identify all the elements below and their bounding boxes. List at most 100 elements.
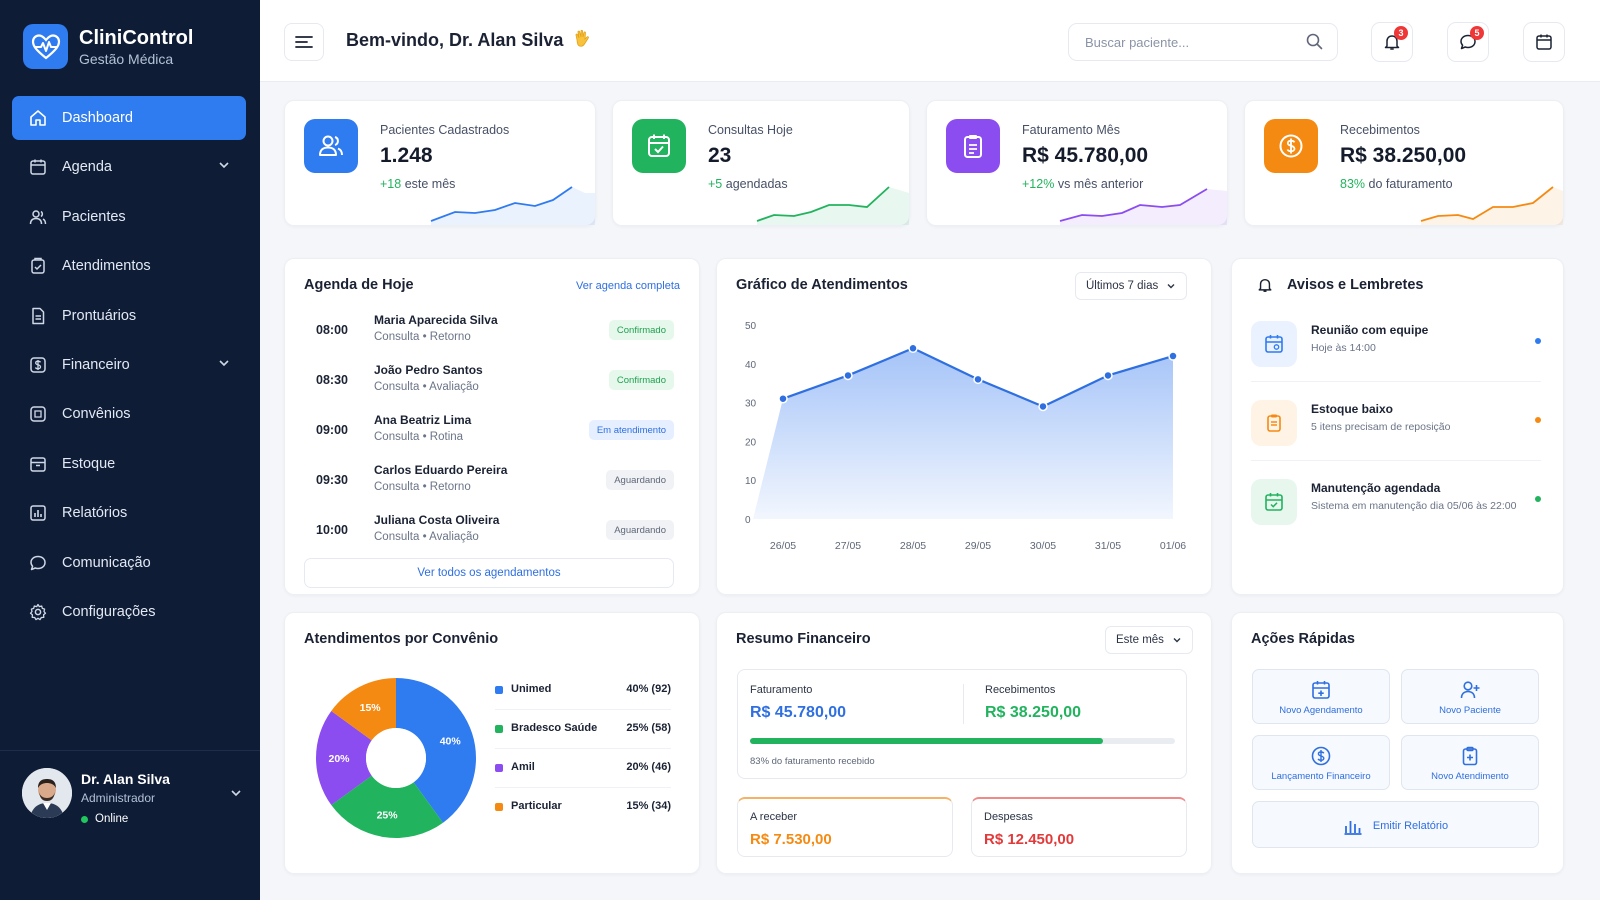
appointment-type: Consulta • Avaliação — [374, 531, 479, 543]
stat-value: R$ 45.780,00 — [1022, 144, 1149, 167]
chevron-down-icon[interactable] — [230, 787, 242, 799]
clipboard-icon — [946, 119, 1000, 173]
document-icon — [28, 306, 48, 326]
agenda-row[interactable]: 08:00 Maria Aparecida Silva Consulta • R… — [304, 309, 674, 359]
status-badge: Confirmado — [608, 370, 674, 390]
avisos-title: Avisos e Lembretes — [1287, 277, 1424, 293]
patient-name: João Pedro Santos — [374, 363, 483, 377]
new-patient-button[interactable]: Novo Paciente — [1401, 669, 1539, 724]
y-tick-label: 0 — [745, 515, 751, 526]
sidebar-item-label: Configurações — [62, 603, 156, 620]
dollar-icon — [28, 355, 48, 375]
aviso-item[interactable]: Estoque baixo 5 itens precisam de reposi… — [1251, 396, 1541, 454]
unread-dot-icon — [1535, 496, 1541, 502]
financial-entry-button[interactable]: Lançamento Financeiro — [1252, 735, 1390, 790]
bell-icon — [1384, 35, 1400, 50]
patient-name: Maria Aparecida Silva — [374, 313, 498, 327]
divider — [495, 787, 671, 788]
legend-item: Bradesco Saúde 25% (58) — [495, 720, 671, 740]
agenda-time: 09:30 — [316, 473, 348, 487]
stat-delta: 83% do faturamento — [1340, 177, 1453, 191]
calendar-check-icon — [632, 119, 686, 173]
calendar-button[interactable] — [1523, 22, 1565, 62]
user-role: Administrador — [81, 791, 156, 805]
emit-report-button[interactable]: Emitir Relatório — [1252, 801, 1539, 848]
agenda-row[interactable]: 10:00 Juliana Costa Oliveira Consulta • … — [304, 509, 674, 559]
agenda-time: 08:30 — [316, 373, 348, 387]
calendar-icon — [28, 157, 48, 177]
period-select-value: Este mês — [1116, 634, 1164, 646]
new-service-button[interactable]: Novo Atendimento — [1401, 735, 1539, 790]
quick-action-label: Emitir Relatório — [1372, 820, 1449, 832]
acoes-title: Ações Rápidas — [1251, 631, 1355, 647]
sidebar: CliniControl Gestão Médica Dashboard Age… — [0, 0, 260, 900]
legend-value: 25% (58) — [626, 722, 671, 734]
notifications-button[interactable]: 3 — [1371, 22, 1413, 62]
quick-action-label: Lançamento Financeiro — [1271, 771, 1371, 782]
online-dot-icon — [81, 815, 88, 823]
sidebar-item-agenda[interactable]: Agenda — [12, 145, 246, 189]
stat-delta-value: 83% — [1340, 177, 1366, 191]
slice-label: 40% — [440, 735, 462, 747]
stat-value: 23 — [708, 144, 732, 167]
agenda-row[interactable]: 09:00 Ana Beatriz Lima Consulta • Rotina… — [304, 409, 674, 459]
user-profile[interactable]: Dr. Alan Silva Administrador Online — [0, 750, 260, 900]
agenda-row[interactable]: 09:30 Carlos Eduardo Pereira Consulta • … — [304, 459, 674, 509]
brand[interactable]: CliniControl Gestão Médica — [23, 24, 193, 69]
sidebar-item-estoque[interactable]: Estoque — [12, 442, 246, 486]
sidebar-item-label: Financeiro — [62, 356, 130, 373]
menu-toggle-button[interactable] — [284, 23, 324, 61]
stat-card-faturamento[interactable]: Faturamento Mês R$ 45.780,00 +12% vs mês… — [926, 100, 1228, 226]
search-input[interactable] — [1068, 23, 1338, 61]
clipboard-check-icon — [28, 256, 48, 276]
acoes-card: Ações Rápidas Novo Agendamento Novo Paci… — [1231, 612, 1564, 874]
top-header: Bem-vindo, Dr. Alan Silva 3 5 — [260, 0, 1600, 82]
status-badge: Em atendimento — [588, 420, 674, 440]
sidebar-item-dashboard[interactable]: Dashboard — [12, 96, 246, 140]
sidebar-item-prontuarios[interactable]: Prontuários — [12, 294, 246, 338]
aviso-item[interactable]: Reunião com equipe Hoje às 14:00 — [1251, 317, 1541, 375]
sidebar-item-atendimentos[interactable]: Atendimentos — [12, 244, 246, 288]
period-select[interactable]: Este mês — [1105, 626, 1193, 654]
sidebar-item-pacientes[interactable]: Pacientes — [12, 195, 246, 239]
financeiro-summary-box: Faturamento R$ 45.780,00 Recebimentos R$… — [737, 669, 1187, 779]
stat-card-pacientes[interactable]: Pacientes Cadastrados 1.248 +18 este mês — [284, 100, 596, 226]
clipboard-icon — [1251, 400, 1297, 446]
sidebar-item-convenios[interactable]: Convênios — [12, 392, 246, 436]
legend-value: 15% (34) — [626, 800, 671, 812]
welcome-title: Bem-vindo, Dr. Alan Silva — [346, 30, 564, 50]
notifications-badge: 3 — [1394, 26, 1408, 40]
agenda-row[interactable]: 08:30 João Pedro Santos Consulta • Avali… — [304, 359, 674, 409]
new-appointment-button[interactable]: Novo Agendamento — [1252, 669, 1390, 724]
sidebar-item-configuracoes[interactable]: Configurações — [12, 590, 246, 634]
stat-card-consultas[interactable]: Consultas Hoje 23 +5 agendadas — [612, 100, 910, 226]
sidebar-item-comunicacao[interactable]: Comunicação — [12, 541, 246, 585]
user-status: Online — [81, 813, 128, 825]
legend-swatch — [495, 686, 503, 694]
stat-card-recebimentos[interactable]: Recebimentos R$ 38.250,00 83% do faturam… — [1244, 100, 1564, 226]
data-point — [778, 393, 788, 404]
legend-name: Particular — [511, 800, 562, 812]
sidebar-item-financeiro[interactable]: Financeiro — [12, 343, 246, 387]
search-icon[interactable] — [1306, 33, 1323, 50]
bar-chart-icon — [28, 503, 48, 523]
sidebar-item-relatorios[interactable]: Relatórios — [12, 491, 246, 535]
user-status-label: Online — [95, 813, 129, 825]
users-icon — [304, 119, 358, 173]
legend-value: 40% (92) — [626, 683, 671, 695]
sidebar-item-label: Dashboard — [62, 110, 133, 126]
convenios-donut-chart: 40% 25% 20% 15% — [316, 678, 476, 838]
y-tick-label: 30 — [745, 399, 757, 410]
view-all-appointments-button[interactable]: Ver todos os agendamentos — [304, 558, 674, 588]
bar-chart-icon — [1343, 816, 1363, 836]
stat-label: Recebimentos — [1340, 123, 1420, 137]
period-select[interactable]: Últimos 7 dias — [1075, 272, 1188, 300]
chevron-down-icon — [1167, 284, 1175, 289]
agenda-full-link[interactable]: Ver agenda completa — [576, 280, 680, 292]
y-tick-label: 50 — [745, 321, 757, 332]
heartbeat-logo-icon — [23, 24, 68, 69]
chevron-down-icon — [218, 357, 230, 369]
messages-button[interactable]: 5 — [1447, 22, 1489, 62]
unread-dot-icon — [1535, 338, 1541, 344]
aviso-item[interactable]: Manutenção agendada Sistema em manutençã… — [1251, 475, 1541, 533]
